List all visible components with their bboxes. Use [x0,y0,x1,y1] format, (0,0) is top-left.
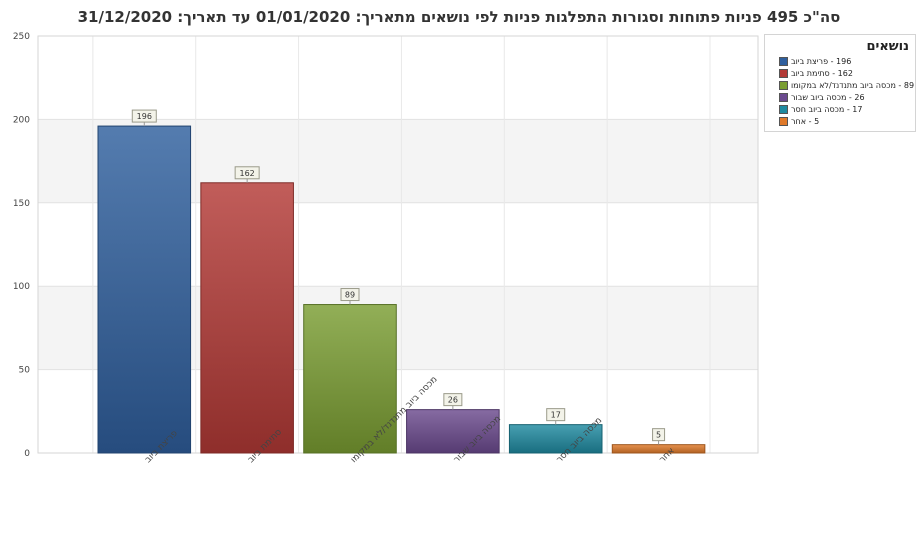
legend-item: 5 - אחר [765,116,915,127]
y-tick-label: 100 [13,282,30,292]
chart-title: סה"כ 495 פניות פתוחות וסגורות התפלגות פנ… [77,8,841,26]
data-label-box [340,288,360,302]
y-tick-label: 150 [13,199,30,209]
data-label-box [546,408,566,422]
y-tick-label: 50 [19,366,31,376]
data-label-box [131,109,157,123]
legend-swatch [779,117,788,126]
legend-item: 89 - מכסה ביוב מתנדנד/לא במקומו [765,80,915,91]
legend-label: 89 - מכסה ביוב מתנדנד/לא במקומו [791,81,915,90]
legend-item: 196 - פריצת ביוב [765,56,915,67]
legend: נושאים 196 - פריצת ביוב 162 - סתימת ביוב 8… [764,34,916,132]
data-label: 196 [137,112,152,121]
legend-label: 17 - מכסה ביוב חסר [791,105,863,114]
legend-label: 162 - סתימת ביוב [791,69,853,78]
bar [200,182,294,454]
legend-swatch [779,57,788,66]
data-label: 162 [240,169,255,178]
bar [611,444,706,454]
bar [97,125,192,454]
data-label: 5 [656,431,661,440]
data-label: 89 [345,291,355,300]
y-tick-label: 200 [13,115,30,125]
y-tick-label: 0 [24,449,30,459]
data-label: 17 [551,411,561,420]
plot-border [37,35,759,454]
data-label-box [234,166,260,180]
bar [406,409,500,454]
legend-label: 26 - מכסה ביוב שבור [791,93,865,102]
legend-title: נושאים [866,39,909,54]
y-tick-label: 250 [13,32,30,42]
data-label: 26 [448,396,458,405]
legend-item: 17 - מכסה ביוב חסר [765,104,915,115]
legend-item: 162 - סתימת ביוב [765,68,915,79]
legend-swatch [779,81,788,90]
bar [303,304,397,454]
legend-swatch [779,93,788,102]
data-label-box [652,428,666,442]
data-label-box [443,393,463,407]
legend-swatch [779,69,788,78]
legend-label: 196 - פריצת ביוב [791,57,852,66]
legend-swatch [779,105,788,114]
legend-item: 26 - מכסה ביוב שבור [765,92,915,103]
legend-label: 5 - אחר [791,117,820,126]
bar [508,424,603,454]
